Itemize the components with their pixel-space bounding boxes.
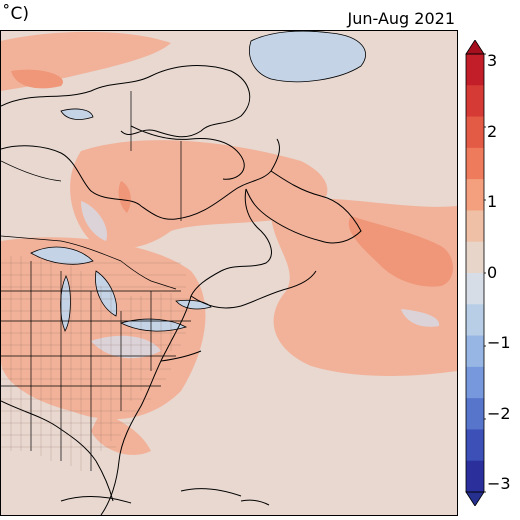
temperature-anomaly-map bbox=[0, 30, 458, 516]
colorbar-max-arrow bbox=[465, 40, 485, 55]
colorbar-outline bbox=[465, 53, 485, 493]
colorbar-segment bbox=[466, 147, 484, 180]
colorbar-segment bbox=[466, 304, 484, 337]
colorbar-segment bbox=[466, 116, 484, 149]
colorbar bbox=[465, 40, 486, 506]
colorbar-segments bbox=[466, 53, 486, 493]
colorbar-segment bbox=[466, 54, 484, 86]
strong-warm-regions bbox=[11, 69, 453, 287]
map-svg bbox=[1, 31, 457, 515]
colorbar-segment bbox=[466, 241, 484, 274]
county-borders bbox=[1, 256, 189, 471]
political-borders bbox=[1, 91, 191, 471]
colorbar-segment bbox=[466, 429, 484, 462]
colorbar-segment bbox=[466, 179, 484, 211]
cool-regions bbox=[81, 201, 440, 359]
colorbar-segment bbox=[466, 366, 484, 399]
colorbar-tick-label: −1 bbox=[487, 333, 511, 352]
colorbar-segment bbox=[466, 398, 484, 430]
colorbar-tick-label: −3 bbox=[487, 474, 511, 493]
colorbar-tick-label: 2 bbox=[487, 122, 498, 141]
coastlines bbox=[1, 65, 362, 515]
period-title: Jun-Aug 2021 bbox=[347, 9, 455, 28]
colorbar-tick-label: −2 bbox=[487, 404, 511, 423]
colorbar-segment bbox=[466, 85, 484, 118]
colorbar-segment bbox=[466, 335, 484, 368]
colorbar-tick-label: 1 bbox=[487, 192, 498, 211]
colorbar-segment bbox=[466, 460, 484, 493]
colorbar-segment bbox=[466, 210, 484, 243]
lakes bbox=[30, 31, 366, 332]
units-title: ˚C) bbox=[2, 4, 30, 24]
colorbar-tick-label: 0 bbox=[487, 263, 498, 282]
colorbar-min-arrow bbox=[465, 491, 485, 506]
colorbar-tick-label: 3 bbox=[487, 51, 498, 70]
colorbar-segment bbox=[466, 273, 484, 305]
